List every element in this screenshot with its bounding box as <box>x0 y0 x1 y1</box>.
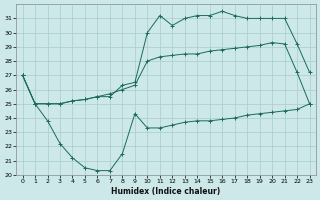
X-axis label: Humidex (Indice chaleur): Humidex (Indice chaleur) <box>111 187 221 196</box>
